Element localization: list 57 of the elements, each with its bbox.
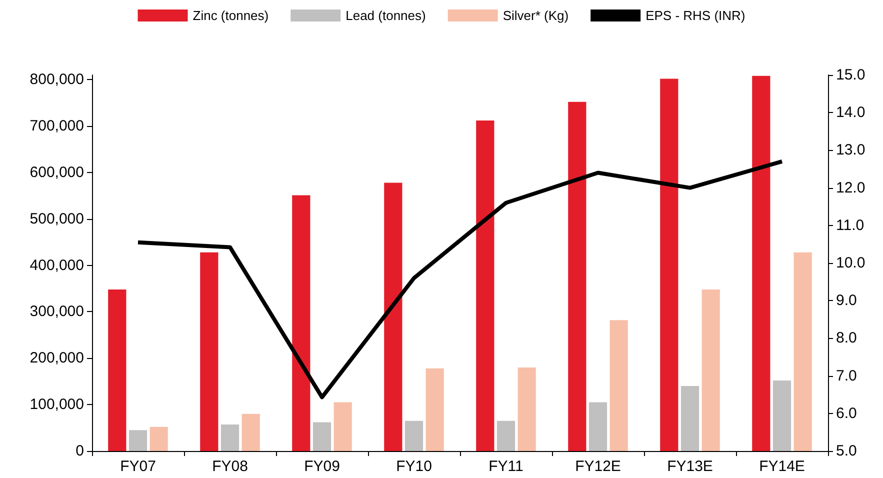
y2-tick-label: 14.0	[836, 104, 866, 122]
x-tick-label: FY08	[212, 458, 248, 475]
bar	[660, 78, 678, 451]
bar	[312, 422, 332, 451]
y2-tick-label: 12.0	[836, 179, 866, 196]
y-tick-label: 300,000	[30, 303, 84, 320]
bar	[496, 420, 516, 451]
x-tick-label: FY13E	[667, 458, 713, 475]
x-tick-label: FY12E	[575, 458, 621, 475]
legend-label: EPS - RHS (INR)	[646, 8, 746, 23]
bar	[404, 420, 424, 451]
bar	[108, 289, 126, 451]
y-tick-label: 800,000	[30, 71, 84, 88]
y2-tick-label: 6.0	[836, 404, 857, 422]
bar	[702, 289, 720, 451]
y-tick-label: 200,000	[30, 350, 84, 367]
y2-tick-label: 5.0	[836, 442, 857, 460]
bar	[476, 120, 494, 451]
line-series	[136, 159, 784, 400]
y2-tick-label: 9.0	[836, 292, 857, 310]
y2-tick-label: 7.0	[836, 367, 857, 384]
y2-tick-label: 15.0	[836, 66, 866, 84]
y-tick-label: 400,000	[30, 256, 84, 274]
bar	[292, 195, 310, 451]
legend-label: Silver* (Kg)	[502, 8, 569, 23]
bar	[610, 320, 628, 451]
bar	[680, 386, 700, 451]
y-tick-label: 700,000	[30, 118, 84, 135]
y2-tick-label: 10.0	[836, 254, 866, 272]
y2-tick-label: 8.0	[836, 330, 857, 347]
bar	[794, 252, 812, 451]
bar	[568, 102, 586, 451]
bar	[200, 252, 218, 451]
legend-label: Lead (tonnes)	[346, 8, 426, 23]
bar	[242, 414, 260, 451]
bar	[150, 426, 168, 451]
bar	[220, 424, 240, 451]
bar	[752, 76, 770, 451]
bar	[334, 402, 352, 451]
bar	[384, 182, 402, 451]
y-tick-label: 600,000	[30, 164, 84, 181]
x-tick-label: FY07	[120, 458, 156, 475]
bar	[588, 402, 608, 451]
bar	[518, 367, 536, 451]
x-tick-label: FY14E	[759, 458, 805, 475]
y2-tick-label: 11.0	[836, 216, 864, 234]
x-tick-label: FY09	[304, 458, 340, 475]
bar	[772, 380, 792, 451]
x-tick-label: FY11	[488, 458, 524, 475]
y-tick-label: 500,000	[30, 210, 84, 228]
bar	[128, 430, 148, 451]
bar	[426, 368, 444, 451]
y-tick-label: 100,000	[30, 396, 84, 414]
y-tick-label: 0	[76, 442, 84, 460]
x-tick-label: FY10	[396, 458, 432, 475]
legend-label: Zinc (tonnes)	[192, 8, 269, 23]
y2-tick-label: 13.0	[836, 142, 866, 159]
